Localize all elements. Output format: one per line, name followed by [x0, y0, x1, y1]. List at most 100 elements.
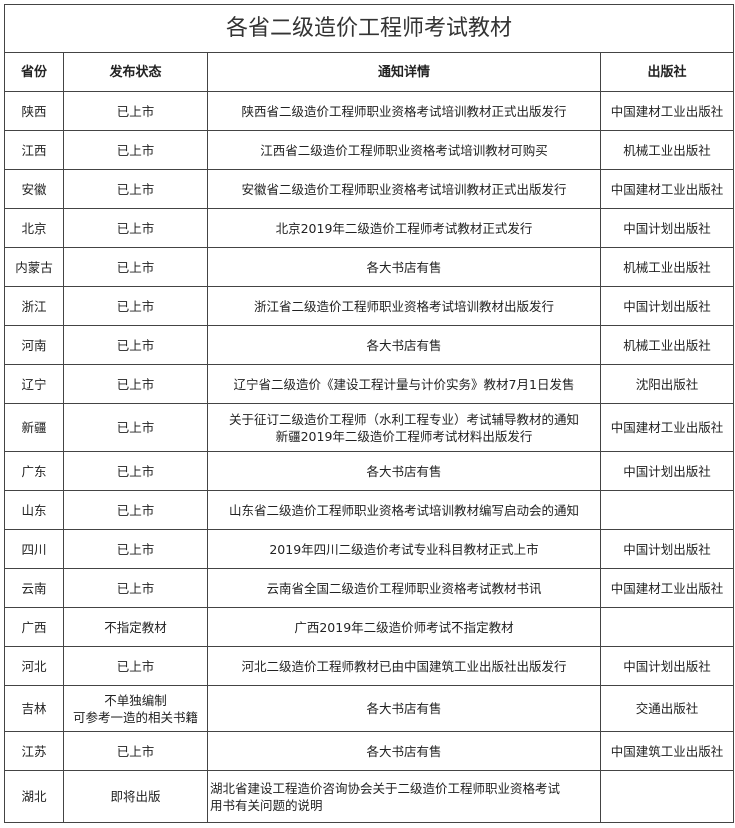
cell-detail-text: 云南省全国二级造价工程师职业资格考试教材书讯 — [266, 580, 542, 596]
cell-detail-text: 各大书店有售 — [366, 259, 442, 275]
table-row: 辽宁 已上市 辽宁省二级造价《建设工程计量与计价实务》教材7月1日发售 沈阳出版社 — [4, 364, 735, 404]
cell-province: 新疆 — [4, 403, 64, 452]
cell-detail-text: 各大书店有售 — [366, 701, 442, 716]
cell-detail-text: 各大书店有售 — [366, 337, 442, 353]
table-row: 吉林 不单独编制 可参考一造的相关书籍 各大书店有售 交通出版社 — [4, 685, 735, 732]
cell-publisher: 中国计划出版社 — [599, 451, 735, 491]
cell-detail-text: 河北二级造价工程师教材已由中国建筑工业出版社出版发行 — [241, 658, 567, 674]
cell-status-text: 已上市 — [116, 337, 155, 353]
cell-publisher-text: 中国建材工业出版社 — [610, 580, 724, 596]
table-row: 江苏 已上市 各大书店有售 中国建筑工业出版社 — [4, 731, 735, 771]
table-row: 内蒙古 已上市 各大书店有售 机械工业出版社 — [4, 247, 735, 287]
cell-detail: 江西省二级造价工程师职业资格考试培训教材可购买 — [207, 130, 601, 170]
cell-status: 不单独编制 可参考一造的相关书籍 — [63, 685, 208, 732]
cell-detail-text: 2019年四川二级造价考试专业科目教材正式上市 — [269, 541, 539, 557]
table-row: 广西 不指定教材 广西2019年二级造价师考试不指定教材 — [4, 607, 735, 647]
cell-province-text: 新疆 — [21, 420, 47, 435]
cell-status-text: 可参考一造的相关书籍 — [72, 709, 198, 725]
cell-detail: 北京2019年二级造价工程师考试教材正式发行 — [207, 208, 601, 248]
cell-province-text: 吉林 — [21, 701, 47, 716]
cell-status-text: 不单独编制 — [104, 692, 167, 708]
cell-province: 山东 — [4, 490, 64, 530]
cell-province: 河北 — [4, 646, 64, 686]
cell-status: 已上市 — [63, 451, 208, 491]
cell-status-text: 已上市 — [116, 743, 155, 759]
cell-publisher-text: 中国计划出版社 — [623, 541, 711, 557]
cell-province: 湖北 — [4, 770, 64, 823]
cell-status-text: 已上市 — [116, 502, 155, 518]
cell-province-text: 辽宁 — [21, 376, 47, 392]
cell-province-text: 山东 — [21, 502, 47, 518]
cell-status-text: 已上市 — [116, 259, 155, 275]
cell-publisher: 中国计划出版社 — [599, 208, 735, 248]
cell-detail: 各大书店有售 — [207, 325, 601, 365]
cell-province: 内蒙古 — [4, 247, 64, 287]
cell-status: 已上市 — [63, 286, 208, 326]
cell-publisher: 中国建材工业出版社 — [599, 403, 735, 452]
cell-detail-text: 辽宁省二级造价《建设工程计量与计价实务》教材7月1日发售 — [233, 376, 575, 392]
cell-status-text: 已上市 — [116, 420, 155, 435]
textbook-table: 各省二级造价工程师考试教材 省份 发布状态 通知详情 出版社 陕西 已上市 陕西省二… — [3, 4, 735, 823]
cell-detail-text: 湖北省建设工程造价咨询协会关于二级造价工程师职业资格考试 — [210, 780, 561, 796]
cell-detail-text: 浙江省二级造价工程师职业资格考试培训教材出版发行 — [253, 298, 554, 314]
cell-status: 已上市 — [63, 568, 208, 608]
cell-publisher: 中国计划出版社 — [599, 646, 735, 686]
cell-status: 即将出版 — [63, 770, 208, 823]
cell-detail: 河北二级造价工程师教材已由中国建筑工业出版社出版发行 — [207, 646, 601, 686]
table-row: 广东 已上市 各大书店有售 中国计划出版社 — [4, 451, 735, 491]
cell-province-text: 安徽 — [21, 181, 47, 197]
cell-status: 已上市 — [63, 529, 208, 569]
table-row: 湖北 即将出版 湖北省建设工程造价咨询协会关于二级造价工程师职业资格考试 用书有关问题… — [4, 770, 735, 823]
cell-province-text: 浙江 — [21, 298, 47, 314]
cell-detail-text: 江西省二级造价工程师职业资格考试培训教材可购买 — [260, 142, 548, 158]
cell-detail: 关于征订二级造价工程师（水利工程专业）考试辅导教材的通知 新疆2019年二级造价工… — [207, 403, 601, 452]
header-detail: 通知详情 — [207, 52, 601, 92]
cell-publisher-text: 中国计划出版社 — [623, 658, 711, 674]
cell-publisher: 机械工业出版社 — [599, 247, 735, 287]
cell-province-text: 湖北 — [21, 789, 47, 804]
cell-detail-text: 关于征订二级造价工程师（水利工程专业）考试辅导教材的通知 — [228, 411, 579, 427]
table-row: 河南 已上市 各大书店有售 机械工业出版社 — [4, 325, 735, 365]
table-row: 北京 已上市 北京2019年二级造价工程师考试教材正式发行 中国计划出版社 — [4, 208, 735, 248]
table-row: 云南 已上市 云南省全国二级造价工程师职业资格考试教材书讯 中国建材工业出版社 — [4, 568, 735, 608]
cell-publisher-text: 机械工业出版社 — [623, 142, 711, 158]
cell-publisher-text: 机械工业出版社 — [623, 337, 711, 353]
table-row: 安徽 已上市 安徽省二级造价工程师职业资格考试培训教材正式出版发行 中国建材工业出版社 — [4, 169, 735, 209]
table-row: 新疆 已上市 关于征订二级造价工程师（水利工程专业）考试辅导教材的通知 新疆2019年… — [4, 403, 735, 452]
table-row: 四川 已上市 2019年四川二级造价考试专业科目教材正式上市 中国计划出版社 — [4, 529, 735, 569]
cell-status: 已上市 — [63, 169, 208, 209]
cell-province-text: 广东 — [21, 463, 47, 479]
cell-publisher: 交通出版社 — [599, 685, 735, 732]
header-province: 省份 — [4, 52, 64, 92]
cell-status-text: 已上市 — [116, 298, 155, 314]
cell-detail-text: 山东省二级造价工程师职业资格考试培训教材编写启动会的通知 — [228, 502, 579, 518]
cell-status-text: 已上市 — [116, 181, 155, 197]
cell-province-text: 北京 — [21, 220, 47, 236]
cell-detail: 浙江省二级造价工程师职业资格考试培训教材出版发行 — [207, 286, 601, 326]
table-row: 浙江 已上市 浙江省二级造价工程师职业资格考试培训教材出版发行 中国计划出版社 — [4, 286, 735, 326]
cell-detail: 安徽省二级造价工程师职业资格考试培训教材正式出版发行 — [207, 169, 601, 209]
cell-publisher-text: 机械工业出版社 — [623, 259, 711, 275]
cell-detail: 陕西省二级造价工程师职业资格考试培训教材正式出版发行 — [207, 91, 601, 131]
cell-province: 江西 — [4, 130, 64, 170]
cell-publisher-text: 中国建材工业出版社 — [610, 103, 724, 119]
cell-status-text: 已上市 — [116, 142, 155, 158]
cell-province: 广西 — [4, 607, 64, 647]
table-row: 陕西 已上市 陕西省二级造价工程师职业资格考试培训教材正式出版发行 中国建材工业出版社 — [4, 91, 735, 131]
cell-publisher — [599, 490, 735, 530]
cell-province: 安徽 — [4, 169, 64, 209]
cell-detail-text: 安徽省二级造价工程师职业资格考试培训教材正式出版发行 — [241, 181, 567, 197]
cell-detail-text: 陕西省二级造价工程师职业资格考试培训教材正式出版发行 — [241, 103, 567, 119]
cell-detail: 山东省二级造价工程师职业资格考试培训教材编写启动会的通知 — [207, 490, 601, 530]
cell-province: 江苏 — [4, 731, 64, 771]
cell-publisher-text: 中国建材工业出版社 — [610, 181, 724, 197]
cell-status-text: 不指定教材 — [104, 619, 167, 635]
table-row: 山东 已上市 山东省二级造价工程师职业资格考试培训教材编写启动会的通知 — [4, 490, 735, 530]
cell-status-text: 即将出版 — [110, 789, 161, 804]
cell-detail-text: 北京2019年二级造价工程师考试教材正式发行 — [275, 220, 533, 236]
cell-province-text: 江西 — [21, 142, 47, 158]
cell-detail: 各大书店有售 — [207, 685, 601, 732]
table-row: 河北 已上市 河北二级造价工程师教材已由中国建筑工业出版社出版发行 中国计划出版社 — [4, 646, 735, 686]
cell-province: 云南 — [4, 568, 64, 608]
cell-publisher-text: 中国计划出版社 — [623, 298, 711, 314]
